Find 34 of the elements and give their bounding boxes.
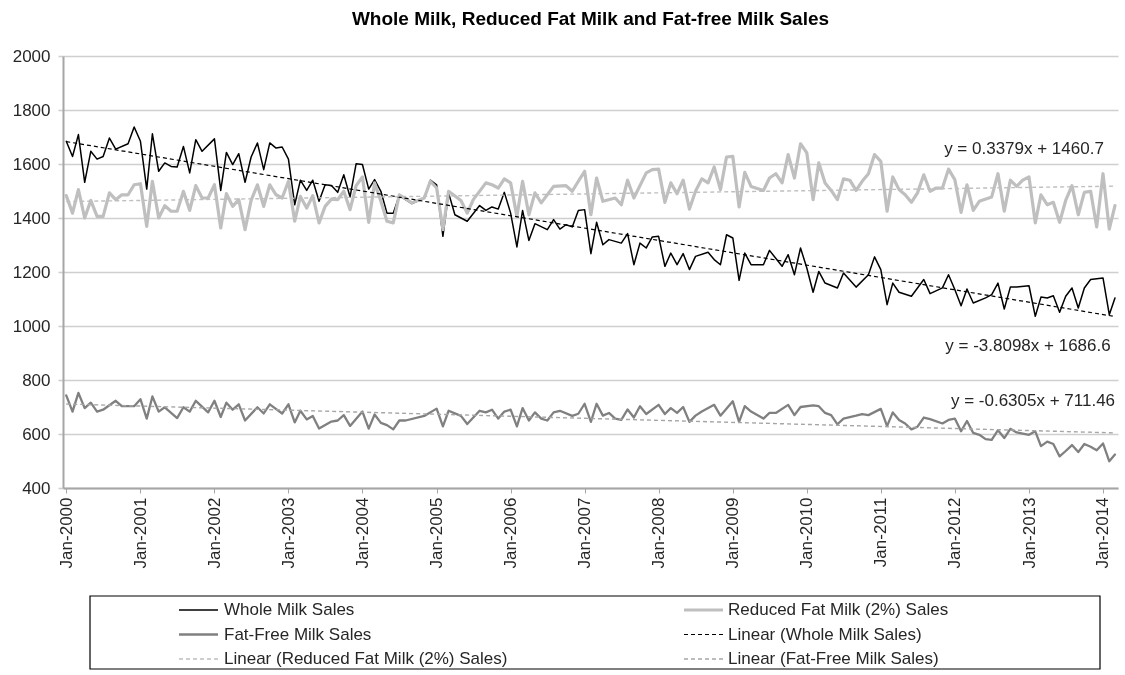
legend-label: Reduced Fat Milk (2%) Sales [728, 600, 949, 619]
y-tick-label: 1000 [12, 316, 51, 336]
x-tick-label: Jan-2002 [204, 497, 224, 569]
x-tick-label: Jan-2000 [56, 497, 76, 569]
legend-label: Fat-Free Milk Sales [224, 624, 372, 644]
y-tick-label: 2000 [12, 46, 51, 66]
chart-title: Whole Milk, Reduced Fat Milk and Fat-free Milk Sales [351, 8, 830, 29]
x-tick-label: Jan-2006 [501, 497, 521, 569]
annotation: y = -3.8098x + 1686.6 [945, 336, 1111, 355]
x-tick-label: Jan-2004 [352, 497, 372, 569]
y-tick-label: 600 [22, 424, 51, 444]
x-tick-label: Jan-2009 [723, 497, 743, 569]
y-tick-label: 1600 [12, 154, 51, 174]
legend-label: Linear (Reduced Fat Milk (2%) Sales) [224, 649, 508, 668]
x-tick-label: Jan-2013 [1019, 497, 1039, 569]
x-tick-label: Jan-2010 [797, 497, 817, 569]
x-tick-label: Jan-2012 [945, 497, 965, 569]
x-tick-label: Jan-2008 [649, 497, 669, 569]
x-tick-label: Jan-2011 [871, 497, 891, 568]
legend-label: Linear (Whole Milk Sales) [728, 624, 922, 644]
annotation: y = -0.6305x + 711.46 [950, 391, 1116, 410]
y-tick-label: 800 [22, 370, 51, 390]
y-tick-label: 1800 [12, 100, 51, 120]
annotation: y = 0.3379x + 1460.7 [944, 139, 1104, 158]
y-tick-label: 400 [22, 478, 51, 498]
x-tick-label: Jan-2005 [427, 497, 447, 569]
x-tick-label: Jan-2007 [575, 497, 595, 569]
x-tick-label: Jan-2003 [278, 497, 298, 569]
x-tick-label: Jan-2001 [130, 497, 150, 569]
x-tick-label: Jan-2014 [1093, 497, 1113, 569]
legend-label: Linear (Fat-Free Milk Sales) [728, 649, 939, 668]
y-tick-label: 1400 [12, 208, 51, 228]
legend-label: Whole Milk Sales [224, 600, 355, 619]
y-tick-label: 1200 [12, 262, 51, 282]
